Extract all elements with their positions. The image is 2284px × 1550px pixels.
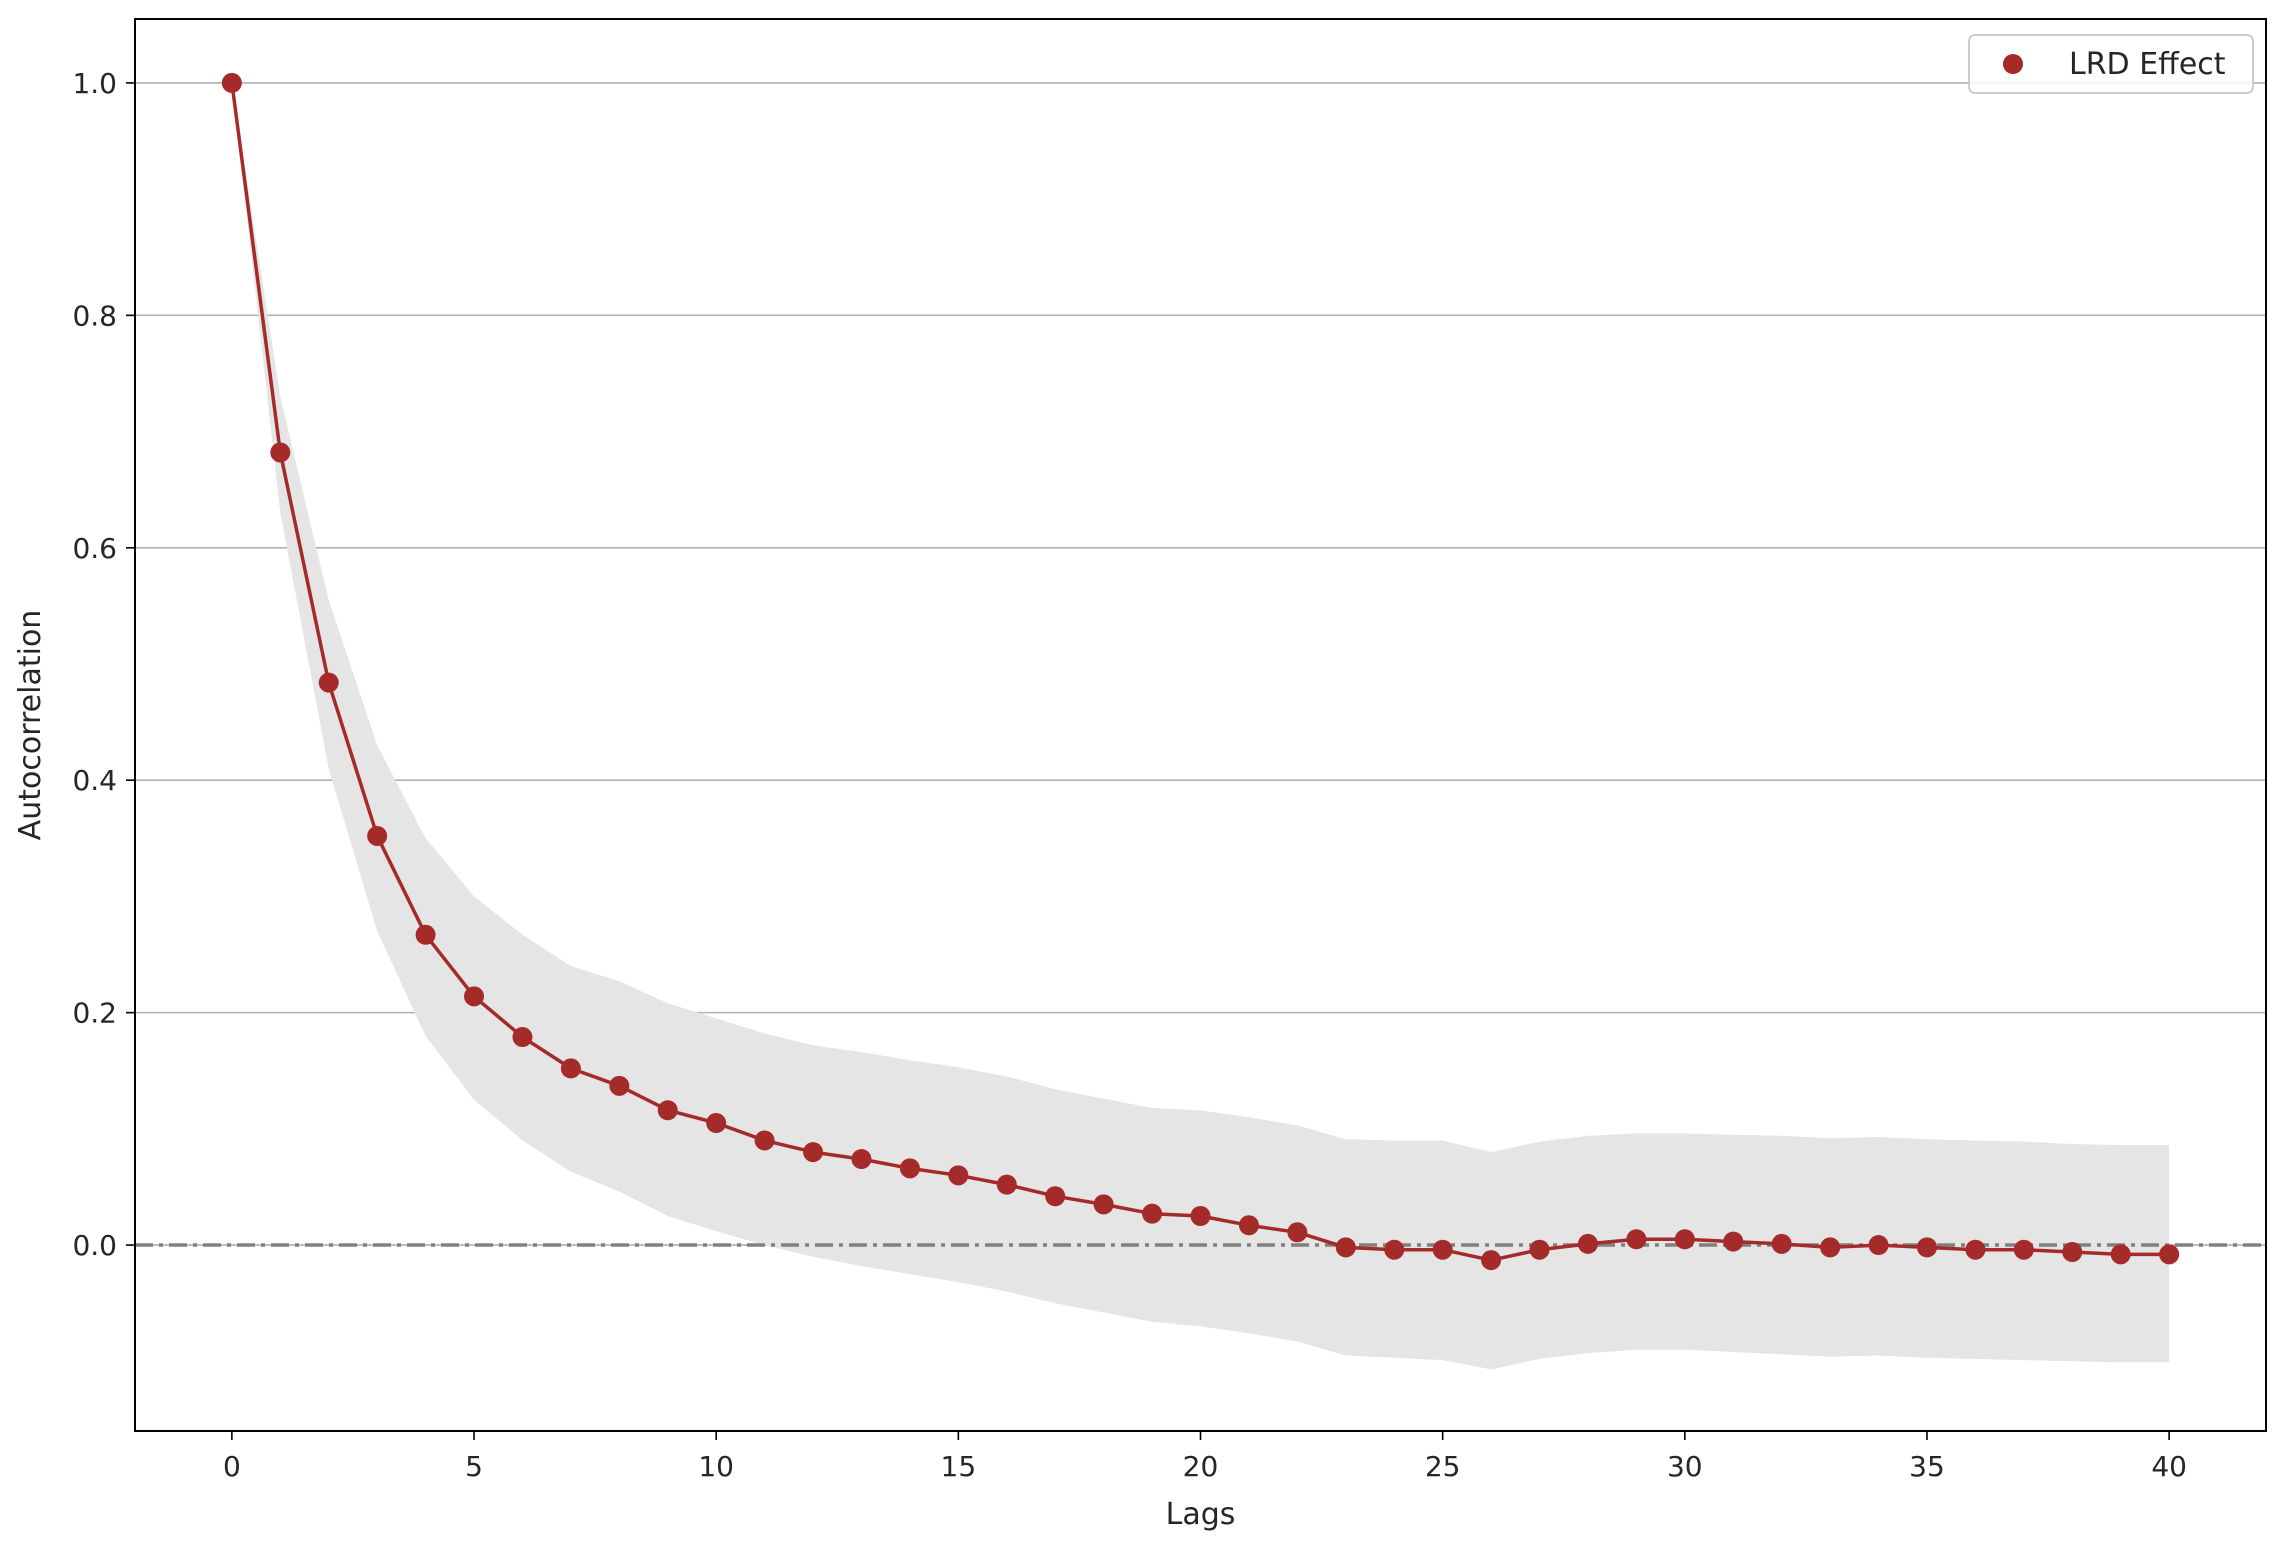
data-point-34 xyxy=(1868,1235,1889,1256)
y-tick-label-0: 0.0 xyxy=(72,1229,117,1262)
data-point-37 xyxy=(2013,1239,2034,1260)
y-tick-label-3: 0.6 xyxy=(72,532,117,565)
x-tick-label-3: 15 xyxy=(941,1450,977,1483)
y-tick-label-2: 0.4 xyxy=(72,764,117,797)
data-point-18 xyxy=(1093,1194,1114,1215)
data-point-33 xyxy=(1820,1237,1841,1258)
data-point-19 xyxy=(1142,1203,1163,1224)
legend-box xyxy=(1968,34,2254,94)
data-point-4 xyxy=(415,924,436,945)
data-point-36 xyxy=(1965,1239,1986,1260)
data-point-28 xyxy=(1577,1233,1598,1254)
data-point-20 xyxy=(1190,1206,1211,1227)
x-tick-label-2: 10 xyxy=(698,1450,734,1483)
data-point-1 xyxy=(270,442,291,463)
series-layer xyxy=(221,72,2180,1271)
data-point-40 xyxy=(2159,1244,2180,1265)
x-tick-label-7: 35 xyxy=(1909,1450,1945,1483)
x-tick-label-0: 0 xyxy=(223,1450,241,1483)
data-point-21 xyxy=(1238,1215,1259,1236)
data-point-25 xyxy=(1432,1239,1453,1260)
data-point-38 xyxy=(2062,1242,2083,1263)
data-point-3 xyxy=(367,825,388,846)
confidence-band-layer xyxy=(231,82,2170,1370)
data-point-30 xyxy=(1674,1229,1695,1250)
data-point-14 xyxy=(899,1158,920,1179)
x-tick-label-5: 25 xyxy=(1425,1450,1461,1483)
x-tick-label-4: 20 xyxy=(1183,1450,1219,1483)
x-tick-label-6: 30 xyxy=(1667,1450,1703,1483)
y-axis-label: Autocorrelation xyxy=(13,610,48,841)
data-point-10 xyxy=(706,1113,727,1134)
legend-marker xyxy=(2003,54,2023,74)
data-point-39 xyxy=(2110,1244,2131,1265)
y-tick-label-1: 0.2 xyxy=(72,997,117,1030)
x-axis-ticks: 0 5 10 15 20 25 30 35 40 xyxy=(223,1431,2187,1483)
x-tick-label-1: 5 xyxy=(465,1450,483,1483)
data-point-8 xyxy=(609,1075,630,1096)
data-point-35 xyxy=(1916,1237,1937,1258)
y-tick-label-4: 0.8 xyxy=(72,299,117,332)
confidence-band xyxy=(231,82,2170,1370)
data-point-13 xyxy=(851,1149,872,1170)
data-point-12 xyxy=(803,1142,824,1163)
data-point-17 xyxy=(1045,1186,1066,1207)
data-point-22 xyxy=(1287,1222,1308,1243)
data-point-31 xyxy=(1723,1231,1744,1252)
data-point-23 xyxy=(1335,1237,1356,1258)
data-point-27 xyxy=(1529,1239,1550,1260)
legend: LRD Effect xyxy=(1968,34,2254,94)
data-point-11 xyxy=(754,1130,775,1151)
data-point-9 xyxy=(657,1100,678,1121)
data-point-15 xyxy=(948,1165,969,1186)
data-point-0 xyxy=(221,72,242,93)
data-point-5 xyxy=(464,986,485,1007)
data-point-7 xyxy=(560,1058,581,1079)
y-axis-ticks: 0.0 0.2 0.4 0.6 0.8 1.0 xyxy=(72,67,135,1262)
data-point-6 xyxy=(512,1027,533,1048)
data-point-29 xyxy=(1626,1229,1647,1250)
x-axis-label: Lags xyxy=(1166,1497,1236,1532)
legend-label: LRD Effect xyxy=(2069,47,2226,82)
data-point-24 xyxy=(1384,1239,1405,1260)
data-point-2 xyxy=(318,672,339,693)
y-tick-label-5: 1.0 xyxy=(72,67,117,100)
x-tick-label-8: 40 xyxy=(2151,1450,2187,1483)
data-point-26 xyxy=(1481,1250,1502,1271)
data-point-16 xyxy=(996,1174,1017,1195)
data-point-32 xyxy=(1771,1233,1792,1254)
